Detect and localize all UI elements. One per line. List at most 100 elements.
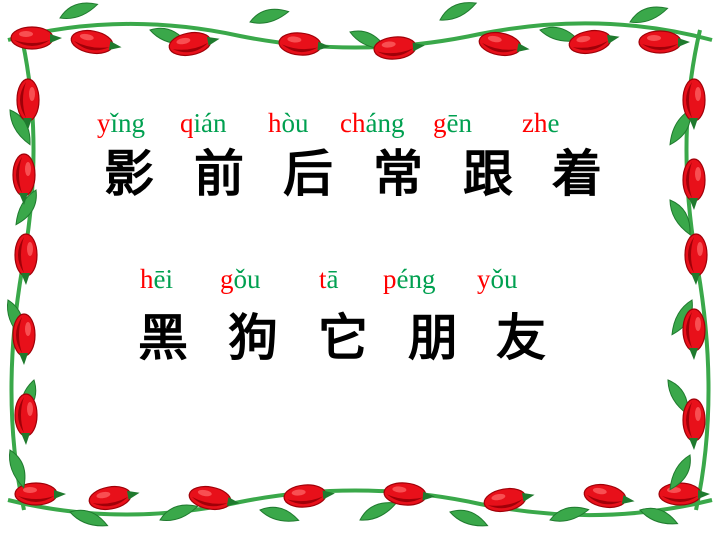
tulip-shade (642, 44, 678, 50)
tulip-flower-icon (188, 485, 240, 511)
tulip-sepal (412, 42, 425, 52)
tulip-sepal (317, 41, 330, 51)
leaf-icon (159, 504, 199, 521)
pinyin-final: ǒu (233, 264, 261, 294)
tulip-highlight (27, 402, 33, 416)
pinyin-final: ā (326, 264, 339, 294)
leaf-icon (639, 507, 679, 525)
tulip-sepal (127, 490, 140, 500)
tulip-highlight (25, 322, 31, 336)
pinyin-final: ēn (446, 108, 472, 138)
pinyin-final: éng (396, 264, 436, 294)
tulip-flower-icon (14, 482, 66, 506)
leaf-icon (669, 199, 691, 236)
tulip-flower-icon (373, 36, 425, 60)
tulip-shade (14, 40, 50, 46)
tulip-highlight (491, 493, 506, 501)
tulip-flower-icon (14, 233, 38, 285)
tulip-flower-icon (638, 30, 690, 54)
tulip-highlight (381, 41, 396, 48)
tulip-shade (16, 317, 22, 353)
tulip-sepal (422, 491, 435, 501)
tulip-shade (586, 494, 623, 505)
hanzi-char: 前 (194, 145, 244, 203)
tulip-flower-icon (14, 393, 38, 445)
tulip-flower-icon (168, 31, 220, 57)
tulip-flower-icon (583, 483, 635, 509)
tulip-flower-icon (278, 32, 330, 56)
tulip-sepal (516, 43, 530, 53)
tulip-shade (686, 82, 692, 118)
pinyin-initial: ch (340, 108, 366, 138)
tulip-highlight (25, 162, 31, 176)
vine-stem (7, 21, 713, 50)
vine-stem (7, 488, 713, 518)
tulip-highlight (695, 317, 701, 331)
tulip-highlight (695, 87, 701, 101)
hanzi-char: 它 (318, 309, 368, 367)
tulip-shade (686, 162, 692, 198)
tulip-highlight (23, 487, 37, 493)
hanzi-char: 着 (552, 145, 602, 203)
hanzi-char: 黑 (138, 309, 188, 367)
pinyin-initial: h (140, 264, 154, 294)
tulip-highlight (647, 35, 661, 41)
pinyin-syllable: cháng (340, 108, 404, 138)
leaf-icon (669, 109, 691, 146)
tulip-highlight (695, 407, 701, 421)
tulip-flower-icon (16, 78, 40, 130)
pinyin-initial: y (97, 108, 111, 138)
tulip-highlight (96, 491, 111, 499)
tulip-shade (481, 42, 518, 53)
tulip-highlight (695, 167, 701, 181)
tulip-highlight (27, 242, 33, 256)
tulip-flower-icon (88, 485, 140, 511)
tulip-sepal (621, 495, 635, 505)
tulip-shade (686, 402, 692, 438)
tulip-flower-icon (12, 313, 36, 365)
tulip-highlight (287, 36, 302, 43)
pinyin-initial: q (180, 108, 194, 138)
pinyin-syllable: hòu (268, 108, 309, 138)
tulip-petal (583, 483, 627, 509)
leaf-icon (59, 2, 99, 19)
tulip-highlight (392, 486, 407, 493)
tulip-shade (191, 496, 228, 507)
leaf-icon (249, 8, 290, 24)
tulip-petal (88, 485, 132, 511)
tulip-flower-icon (283, 484, 335, 508)
tulip-flower-icon (684, 233, 708, 285)
tulip-sepal (678, 38, 690, 47)
leaf-icon (15, 189, 37, 226)
tulip-sepal (21, 273, 30, 285)
tulip-flower-icon (10, 26, 62, 50)
pinyin-initial: y (477, 264, 491, 294)
pinyin-initial: t (319, 264, 327, 294)
hanzi-char: 常 (373, 145, 423, 203)
tulip-flower-icon (568, 29, 620, 55)
tulip-sepal (689, 198, 698, 210)
pinyin-syllable: qián (180, 108, 227, 138)
leaf-icon (669, 454, 691, 491)
pinyin-final: áng (365, 108, 405, 138)
tulip-flower-icon (682, 158, 706, 210)
hanzi-char: 影 (104, 145, 154, 203)
tulip-shade (18, 496, 54, 502)
pinyin-final: ǐng (110, 108, 146, 138)
tulip-shade (73, 40, 110, 51)
leaf-icon (549, 506, 590, 522)
tulip-sepal (607, 34, 620, 44)
hanzi-char: 狗 (228, 309, 278, 367)
tulip-highlight (592, 487, 607, 495)
tulip-sepal (689, 438, 698, 450)
hanzi-char: 后 (283, 145, 333, 203)
tulip-sepal (23, 118, 32, 130)
tulip-sepal (689, 348, 698, 360)
tulip-highlight (291, 489, 306, 496)
pinyin-initial: h (268, 108, 282, 138)
tulip-shade (377, 48, 414, 56)
tulip-shade (686, 312, 692, 348)
tulip-sepal (691, 273, 700, 285)
